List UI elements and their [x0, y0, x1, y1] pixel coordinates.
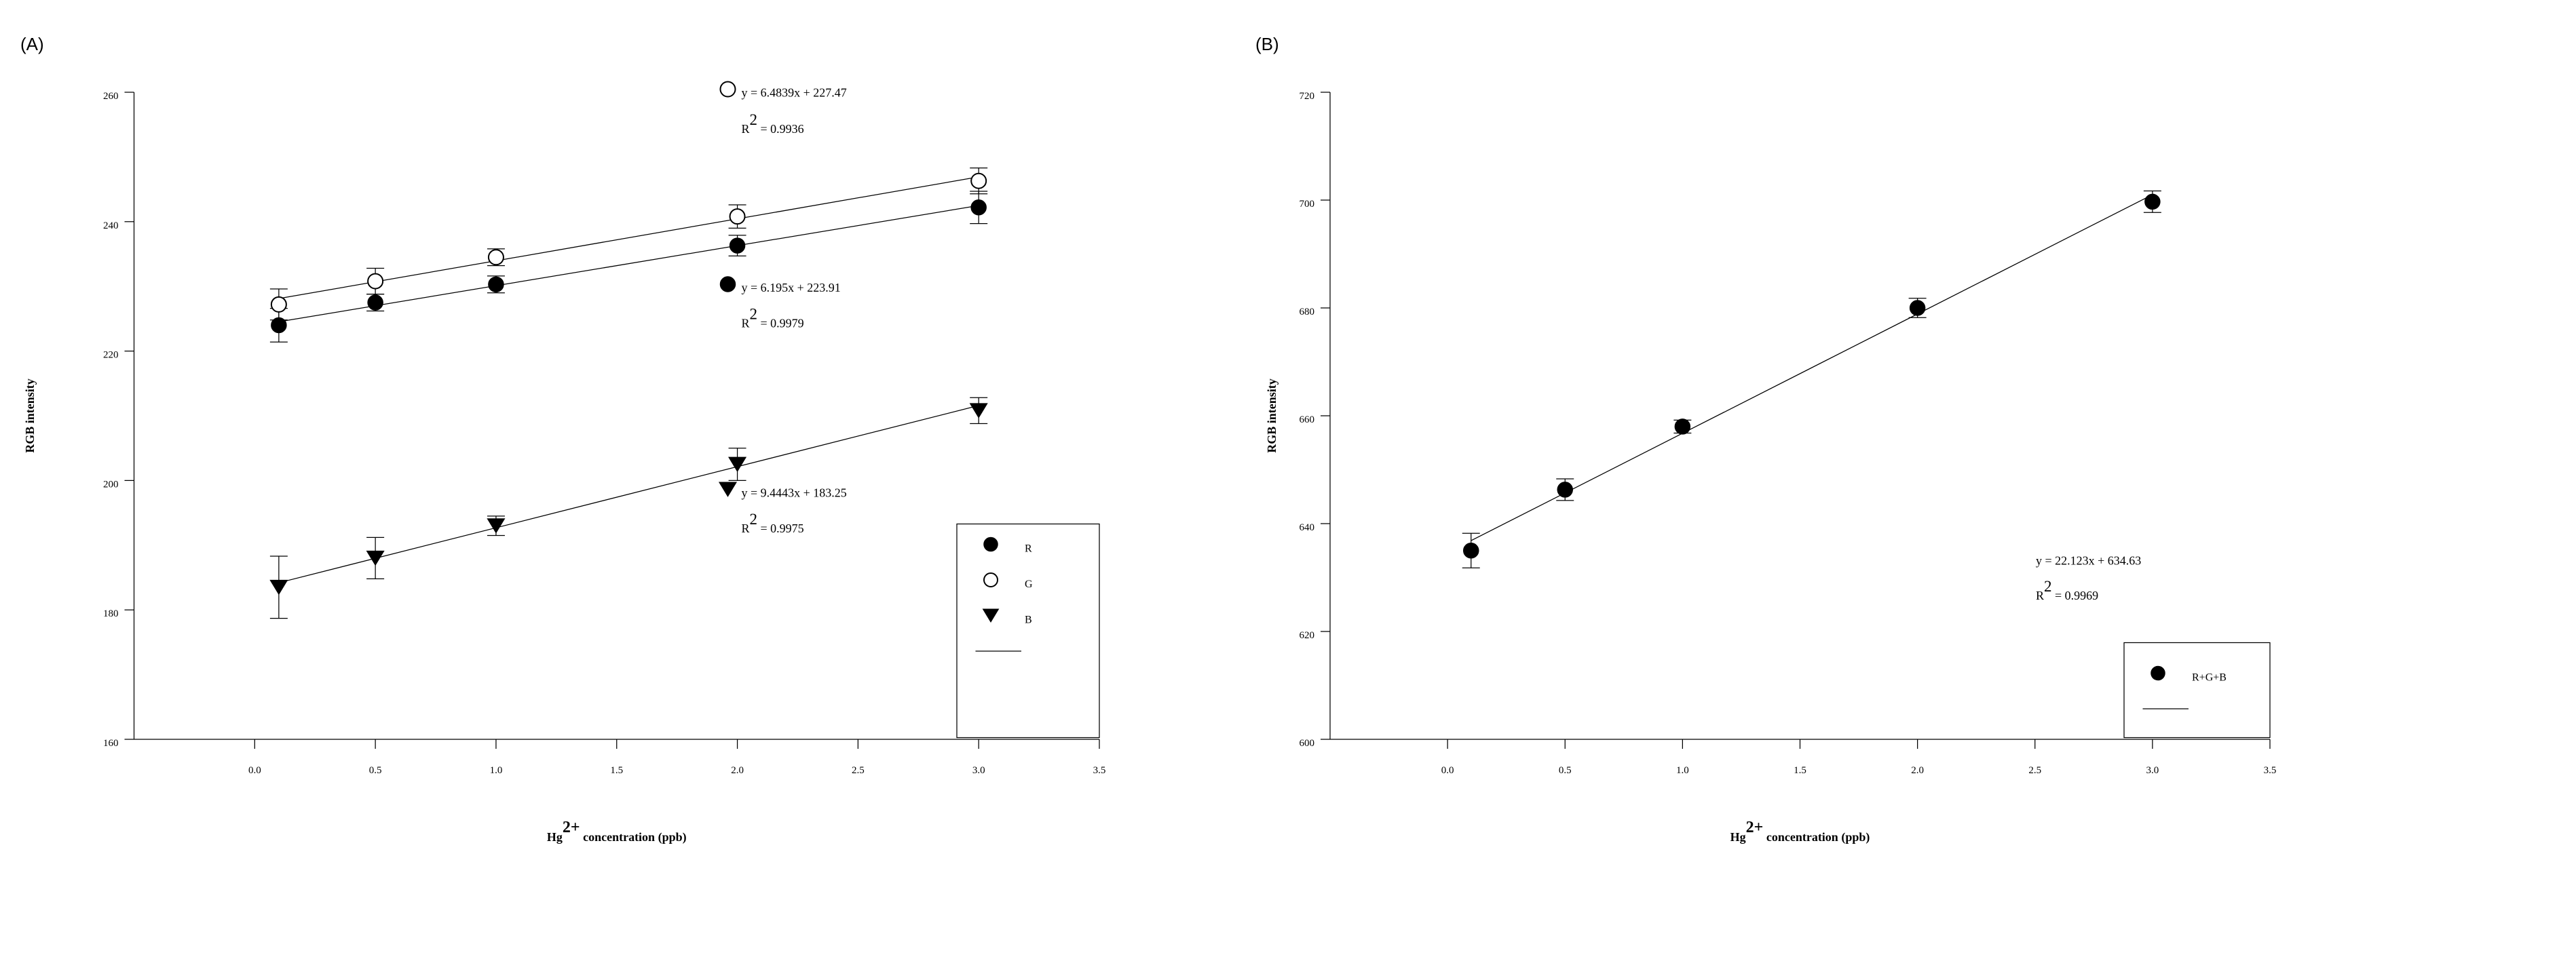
x-tick-label: 0.0 [248, 765, 261, 776]
equation-text: y = 22.123x + 634.63 [2036, 554, 2141, 568]
data-point [1674, 418, 1691, 435]
y-tick-label: 600 [1300, 738, 1315, 749]
y-tick-label: 260 [103, 91, 119, 102]
y-axis-title: RGB intensity [1265, 378, 1278, 453]
annotation-r: y = 6.195x + 223.91 R2 = 0.9979 [719, 276, 841, 330]
y-tick-label: 700 [1300, 199, 1315, 210]
x-tick-label: 0.5 [1559, 765, 1572, 776]
y-tick-label: 640 [1300, 522, 1315, 533]
x-tick-label: 3.0 [2146, 765, 2159, 776]
data-point [970, 172, 987, 189]
data-point [728, 456, 747, 472]
legend-box [956, 523, 1100, 739]
series-g [269, 167, 988, 321]
data-point [970, 199, 987, 216]
legend-marker [983, 537, 998, 552]
legend-marker [982, 608, 1000, 623]
legend-label: B [1025, 615, 1032, 626]
annotation-marker [719, 276, 736, 292]
x-tick-label: 3.5 [2264, 765, 2277, 776]
data-point [729, 237, 746, 254]
panel-label: (B) [1255, 34, 1279, 54]
y-tick-label: 200 [103, 479, 119, 490]
data-point [270, 296, 287, 313]
data-point [2144, 193, 2161, 210]
panel-label: (A) [20, 34, 44, 54]
chart-panel-a: (A) 160 180 200 220 240 260 0.0 0.5 1.0 1.5 2.0 2.5 3… [20, 34, 1105, 844]
data-point [487, 249, 504, 266]
x-tick-label: 1.5 [1794, 765, 1806, 776]
legend-marker [983, 572, 998, 587]
legend-marker [2151, 665, 2165, 681]
x-tick-label: 1.0 [490, 765, 503, 776]
y-tick-label: 680 [1300, 307, 1315, 317]
data-point [729, 208, 746, 225]
data-point [366, 550, 385, 566]
equation-text: y = 6.4839x + 227.47 [742, 86, 847, 100]
fit-line [278, 176, 979, 299]
x-tick-label: 1.0 [1676, 765, 1689, 776]
x-axis-title: Hg2+ concentration (ppb) [1730, 819, 1870, 844]
annotation-marker [718, 482, 738, 497]
legend-item-g: G [983, 572, 1033, 590]
annotation-g: y = 6.4839x + 227.47 R2 = 0.9936 [719, 81, 847, 136]
r-squared-text: R2 = 0.9969 [2036, 578, 2098, 603]
chart-panel-b: (B) 600 620 640 660 680 700 720 0.0 0.5 1.0 1.5 2.0 2… [1255, 34, 2276, 844]
r-squared-text: R2 = 0.9979 [742, 305, 804, 330]
legend-item-r-g-b: R+G+B [2151, 665, 2227, 684]
data-point [969, 403, 988, 418]
fit-line [278, 205, 979, 323]
data-point [488, 276, 504, 293]
equation-text: y = 6.195x + 223.91 [742, 281, 841, 294]
legend-item-r: R [983, 537, 1032, 555]
data-point [367, 294, 383, 311]
y-tick-label: 620 [1300, 630, 1315, 641]
x-tick-label: 2.0 [1911, 765, 1924, 776]
data-point [487, 518, 506, 534]
r-squared-text: R2 = 0.9975 [742, 511, 804, 536]
x-tick-label: 2.5 [852, 765, 865, 776]
data-point [367, 273, 384, 290]
x-tick-label: 2.0 [731, 765, 744, 776]
legend-label: R+G+B [2192, 672, 2227, 684]
r-squared-text: R2 = 0.9936 [742, 111, 804, 136]
fit-line [1471, 194, 2153, 541]
data-point [1909, 300, 1926, 316]
annotation-b: y = 9.4443x + 183.25 R2 = 0.9975 [718, 482, 847, 536]
data-point [1463, 543, 1479, 559]
legend: R G B [956, 523, 1100, 739]
annotation-r-g-b: y = 22.123x + 634.63 R2 = 0.9969 [2036, 554, 2141, 603]
annotation-marker [719, 81, 736, 98]
x-tick-label: 2.5 [2028, 765, 2041, 776]
x-tick-label: 0.0 [1441, 765, 1454, 776]
y-tick-label: 240 [103, 220, 119, 231]
y-tick-label: 720 [1300, 91, 1315, 102]
y-tick-label: 220 [103, 350, 119, 361]
x-tick-label: 1.5 [610, 765, 623, 776]
legend-label: G [1025, 579, 1033, 590]
y-tick-label: 180 [103, 608, 119, 619]
x-tick-label: 3.5 [1093, 765, 1106, 776]
figure-root: (A) 160 180 200 220 240 260 0.0 0.5 1.0 1.5 2.0 2.5 3… [20, 34, 2276, 844]
y-tick-label: 160 [103, 738, 119, 749]
series-r-g-b [1462, 190, 2161, 568]
legend-box [2123, 642, 2271, 739]
legend-item-b: B [982, 608, 1032, 626]
legend: R+G+B [2123, 642, 2271, 739]
y-tick-label: 660 [1300, 414, 1315, 425]
x-tick-label: 0.5 [369, 765, 382, 776]
x-axis-title: Hg2+ concentration (ppb) [547, 819, 687, 844]
x-tick-label: 3.0 [972, 765, 985, 776]
fit-line [278, 405, 979, 583]
data-point [1557, 482, 1573, 498]
series-r [269, 191, 988, 343]
y-axis-title: RGB intensity [23, 378, 37, 453]
data-point [269, 579, 288, 596]
legend-label: R [1025, 543, 1032, 555]
equation-text: y = 9.4443x + 183.25 [742, 486, 847, 500]
series-b [269, 397, 988, 619]
